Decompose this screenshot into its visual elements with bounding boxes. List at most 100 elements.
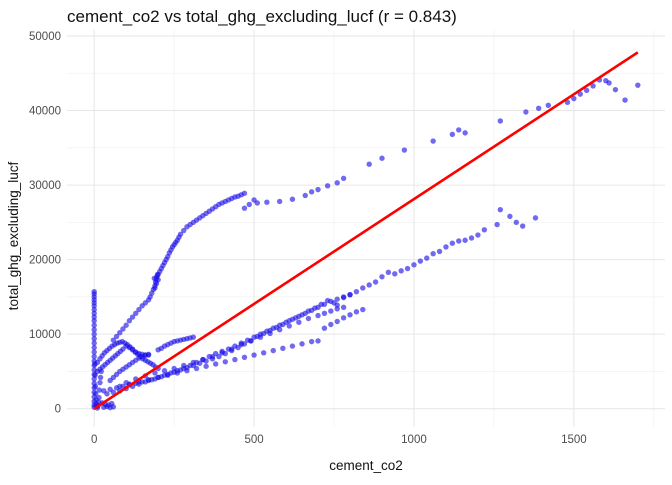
data-point xyxy=(92,383,99,390)
data-point xyxy=(385,269,392,276)
data-point xyxy=(443,244,449,250)
data-point xyxy=(315,186,321,193)
data-point xyxy=(91,306,97,313)
data-point xyxy=(328,321,334,328)
data-point xyxy=(286,323,292,329)
data-point xyxy=(321,310,328,317)
data-point xyxy=(91,335,97,342)
data-point xyxy=(532,215,539,221)
data-point xyxy=(468,235,475,241)
data-point xyxy=(270,347,276,354)
data-point xyxy=(289,316,296,322)
data-point xyxy=(353,288,360,295)
data-point xyxy=(564,99,571,106)
data-point xyxy=(153,280,160,287)
data-point xyxy=(238,341,244,348)
data-point xyxy=(203,363,209,369)
data-point xyxy=(334,306,340,312)
data-point xyxy=(430,250,436,257)
data-point xyxy=(190,359,197,366)
y-tick-label: 0 xyxy=(55,404,61,416)
data-point xyxy=(184,368,190,374)
data-point xyxy=(91,349,97,355)
data-point xyxy=(97,379,103,386)
data-point xyxy=(213,361,219,367)
data-point xyxy=(97,374,104,381)
data-point xyxy=(257,334,264,340)
data-point xyxy=(315,338,321,344)
data-point xyxy=(267,330,273,337)
data-point xyxy=(436,248,443,255)
data-point xyxy=(117,329,123,336)
data-point xyxy=(264,199,270,205)
data-point xyxy=(209,353,216,360)
y-axis-ticks: 0 10000 20000 30000 40000 50000 xyxy=(29,31,61,416)
data-point xyxy=(398,268,404,274)
data-point xyxy=(583,87,590,94)
data-point xyxy=(475,232,481,238)
data-point xyxy=(165,372,171,378)
data-point xyxy=(622,97,628,103)
x-tick-label: 0 xyxy=(91,434,97,446)
data-point xyxy=(590,83,596,89)
data-point xyxy=(241,354,248,360)
data-point xyxy=(260,350,267,356)
x-tick-label: 1000 xyxy=(401,434,427,446)
data-point xyxy=(93,391,99,397)
data-point xyxy=(366,282,372,288)
data-point xyxy=(353,309,360,315)
y-tick-label: 50000 xyxy=(29,31,61,43)
data-point xyxy=(296,319,302,325)
y-tick-label: 20000 xyxy=(29,255,61,267)
data-point xyxy=(251,334,257,340)
data-point xyxy=(91,340,97,346)
data-point xyxy=(462,130,468,136)
data-point xyxy=(308,189,315,195)
data-point xyxy=(151,275,158,281)
data-point xyxy=(379,155,385,161)
data-point xyxy=(276,327,283,333)
data-point xyxy=(302,310,308,317)
data-point xyxy=(110,337,117,343)
data-point xyxy=(91,353,97,360)
data-point xyxy=(401,147,408,153)
data-point xyxy=(340,294,347,300)
data-point xyxy=(228,346,235,352)
data-point xyxy=(523,109,529,115)
data-point xyxy=(222,359,228,365)
data-point xyxy=(177,231,184,237)
data-point xyxy=(152,285,158,291)
data-point xyxy=(120,326,126,332)
data-point xyxy=(104,391,110,397)
data-point xyxy=(232,356,238,363)
data-point xyxy=(308,338,315,345)
data-point xyxy=(171,365,177,372)
data-point xyxy=(321,301,328,308)
data-point xyxy=(481,227,488,233)
data-point xyxy=(190,334,197,340)
data-point xyxy=(129,314,136,320)
data-point xyxy=(91,327,97,333)
data-points xyxy=(91,77,641,411)
data-point xyxy=(133,310,139,317)
data-point xyxy=(241,190,248,196)
data-point xyxy=(494,221,500,228)
data-point xyxy=(334,296,340,302)
data-point xyxy=(347,291,353,298)
data-point xyxy=(328,308,334,314)
data-point xyxy=(109,400,115,407)
data-point xyxy=(126,318,133,324)
data-point xyxy=(571,95,577,102)
data-point xyxy=(404,265,411,272)
data-point xyxy=(193,365,200,372)
data-point xyxy=(254,200,260,206)
data-point xyxy=(606,80,612,86)
data-point xyxy=(545,102,551,108)
data-point xyxy=(497,206,504,213)
data-point xyxy=(219,350,225,356)
data-point xyxy=(161,368,168,374)
data-point xyxy=(181,362,187,369)
data-point xyxy=(113,333,120,340)
data-point xyxy=(513,219,519,226)
